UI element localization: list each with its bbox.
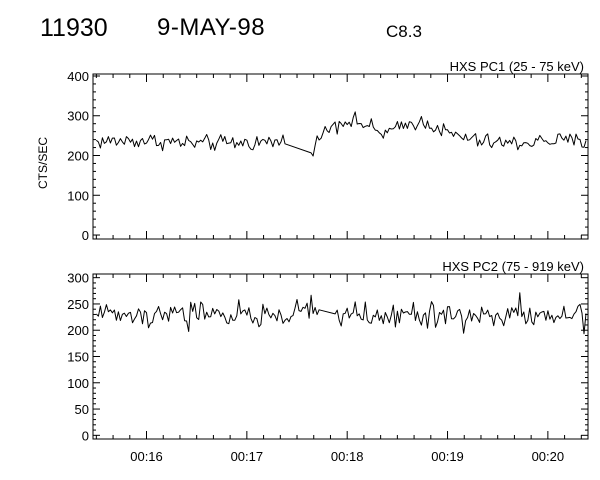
panel-pc2-title: HXS PC2 (75 - 919 keV) (442, 259, 584, 274)
panel-pc2: HXS PC2 (75 - 919 keV) 0 50 100 150 200 250 30… (67, 259, 589, 464)
panel-pc1-ytick-label: 100 (67, 188, 89, 203)
panel-pc1-frame (92, 73, 589, 240)
xtick-label: 00:20 (532, 449, 565, 464)
panel-pc1-ytick-label: 0 (82, 228, 89, 243)
xtick-label: 00:16 (130, 449, 163, 464)
flare-class: C8.3 (386, 22, 422, 41)
panel-pc1-series-line (95, 111, 587, 157)
panel-pc2-frame (92, 273, 589, 440)
panel-pc2-ytick-label: 300 (67, 271, 89, 286)
panel-pc2-series-line (95, 292, 587, 335)
xtick-label: 00:19 (431, 449, 464, 464)
panel-pc1-title: HXS PC1 (25 - 75 keV) (450, 59, 584, 74)
panel-pc1: HXS PC1 (25 - 75 keV) CTS/SEC 0 100 200 300… (36, 59, 589, 243)
panel-pc2-ytick-label: 150 (67, 350, 89, 365)
panel-pc2-ytick-label: 0 (82, 428, 89, 443)
xtick-label: 00:17 (231, 449, 264, 464)
panel-pc1-ylabel: CTS/SEC (36, 137, 50, 189)
panel-pc1-ytick-label: 300 (67, 109, 89, 124)
panel-pc2-ytick-label: 50 (75, 402, 89, 417)
panel-pc2-ytick-label: 200 (67, 323, 89, 338)
panel-pc1-ytick-label: 400 (67, 69, 89, 84)
xtick-label: 00:18 (331, 449, 364, 464)
panel-pc2-ytick-label: 250 (67, 297, 89, 312)
event-id: 11930 (40, 14, 108, 42)
event-date: 9-MAY-98 (157, 14, 266, 41)
panel-pc2-ytick-label: 100 (67, 376, 89, 391)
panel-pc1-ytick-label: 200 (67, 149, 89, 164)
